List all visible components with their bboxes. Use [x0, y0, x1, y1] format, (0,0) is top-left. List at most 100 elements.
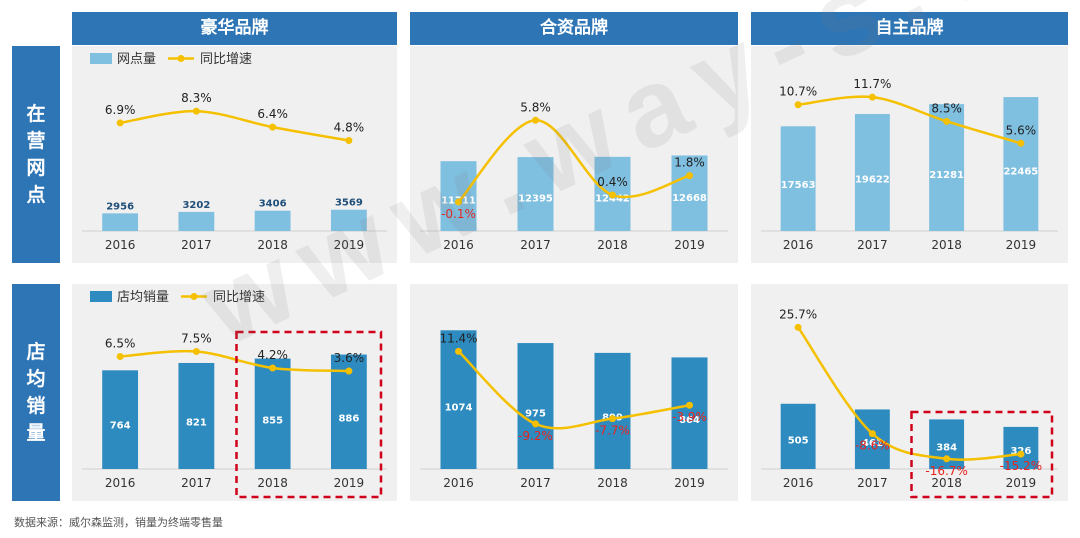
bar-2019 — [1003, 97, 1039, 231]
growth-point — [455, 198, 462, 206]
growth-line — [457, 119, 690, 203]
x-tick-label: 2016 — [783, 238, 814, 252]
bar-2017 — [517, 343, 554, 469]
x-tick-label: 2017 — [857, 238, 888, 252]
row-header-sales-per-store: 店均销量 — [12, 284, 60, 501]
bar-value-label: 12442 — [595, 194, 630, 205]
bar-value-label: 864 — [679, 415, 700, 426]
growth-rate-label: -16.7% — [925, 464, 967, 478]
growth-rate-label: 11.7% — [853, 77, 891, 91]
legend: 网点量 同比增速 — [90, 52, 252, 67]
growth-point — [1017, 450, 1025, 458]
growth-rate-label: -7.7% — [595, 424, 630, 438]
column-header-domestic: 自主品牌 — [751, 12, 1068, 45]
chart-svg: 505461384326201620172018201925.7%-8.6%-1… — [761, 307, 1058, 499]
x-tick-label: 2019 — [674, 238, 705, 252]
growth-line — [457, 350, 690, 430]
bar-value-label: 19622 — [855, 174, 890, 185]
bar-2016 — [440, 161, 477, 231]
growth-rate-label: 6.5% — [105, 337, 136, 351]
growth-rate-label: 6.4% — [257, 107, 288, 121]
legend: 店均销量 同比增速 — [90, 290, 265, 305]
growth-rate-label: -8.6% — [855, 439, 890, 453]
growth-rate-label: 6.9% — [105, 103, 136, 117]
legend-line-label: 同比增速 — [200, 52, 252, 67]
bar-value-label: 975 — [525, 408, 546, 419]
x-tick-label: 2016 — [443, 476, 474, 490]
x-tick-label: 2019 — [1006, 476, 1037, 490]
data-source-note: 数据来源：威尔森监测，销量为终端零售量 — [14, 516, 223, 529]
growth-point — [609, 415, 616, 423]
bar-2016 — [780, 126, 816, 231]
panel-outlets-joint-venture: 117111239512442126682016201720182019-0.1… — [410, 46, 738, 263]
growth-point — [192, 348, 200, 355]
growth-rate-label: 8.3% — [181, 91, 212, 105]
growth-rate-label: -9.2% — [518, 429, 553, 443]
legend-line-marker — [177, 55, 185, 62]
growth-point — [116, 353, 124, 360]
panel-outlets-domestic: 17563 19622 21281 22465 2016 2017 2018 2019 10.7… — [751, 46, 1068, 263]
highlight-box — [235, 330, 383, 499]
x-tick-label: 2017 — [181, 238, 212, 252]
growth-point — [345, 367, 353, 375]
bar-value-label: 855 — [262, 415, 283, 426]
growth-rate-label: -0.1% — [441, 207, 476, 221]
growth-point — [192, 107, 200, 115]
growth-rate-label: 7.5% — [181, 332, 212, 346]
x-tick-label: 2017 — [520, 476, 551, 490]
bar-2019 — [330, 209, 367, 231]
growth-point — [532, 116, 539, 124]
bar-2017 — [854, 114, 890, 231]
column-header-luxury: 豪华品牌 — [72, 12, 397, 45]
legend-bar-label: 店均销量 — [117, 290, 169, 305]
bar-value-label: 505 — [788, 436, 809, 447]
bar-2017 — [178, 211, 215, 231]
bar-value-label: 461 — [862, 438, 883, 449]
growth-rate-label: 1.8% — [674, 156, 705, 170]
legend-line-marker — [190, 293, 198, 300]
bar-2017 — [854, 409, 890, 469]
growth-point — [868, 430, 876, 438]
bar-2018 — [254, 358, 291, 469]
growth-point — [1017, 139, 1025, 147]
bar-value-label: 821 — [186, 417, 207, 428]
x-tick-label: 2016 — [443, 238, 474, 252]
legend-bar-label: 网点量 — [117, 52, 156, 67]
x-tick-label: 2018 — [931, 238, 962, 252]
growth-line — [797, 95, 1022, 145]
bar-value-label: 2956 — [106, 201, 134, 212]
x-tick-label: 2019 — [674, 476, 705, 490]
legend-line-label: 同比增速 — [213, 290, 265, 305]
x-tick-label: 2017 — [857, 476, 888, 490]
bar-2018 — [594, 352, 631, 469]
row-header-sales-per-store-label: 店均销量 — [26, 340, 46, 444]
x-tick-label: 2018 — [257, 238, 288, 252]
x-tick-label: 2018 — [597, 238, 628, 252]
bar-value-label: 384 — [936, 443, 957, 454]
growth-rate-label: -3.9% — [672, 410, 707, 424]
legend-bar-swatch — [90, 53, 112, 64]
growth-line — [119, 109, 350, 142]
growth-point — [943, 117, 951, 125]
growth-rate-label: 0.4% — [597, 175, 628, 189]
bar-2019 — [1003, 426, 1039, 469]
x-tick-label: 2018 — [597, 476, 628, 490]
highlight-box — [910, 410, 1054, 499]
bar-value-label: 3202 — [182, 200, 210, 211]
growth-rate-label: 5.6% — [1006, 123, 1037, 137]
x-tick-label: 2016 — [105, 238, 136, 252]
growth-point — [455, 347, 462, 355]
column-header-joint-venture: 合资品牌 — [410, 12, 738, 45]
growth-point — [794, 323, 802, 331]
growth-rate-label: -15.2% — [1000, 459, 1042, 473]
panel-outlets-luxury: 2956 3202 3406 3569 2016 2017 2018 2019 6.9% 8.3%… — [72, 46, 397, 263]
growth-rate-label: 4.8% — [334, 121, 365, 135]
growth-point — [868, 93, 876, 101]
growth-rate-label: 11.4% — [439, 331, 477, 345]
growth-point — [794, 101, 802, 109]
bar-value-label: 764 — [110, 421, 131, 432]
row-header-outlets: 在营网点 — [12, 46, 60, 263]
growth-line — [797, 326, 1021, 461]
x-tick-label: 2017 — [520, 238, 551, 252]
bar-value-label: 22465 — [1003, 167, 1038, 178]
